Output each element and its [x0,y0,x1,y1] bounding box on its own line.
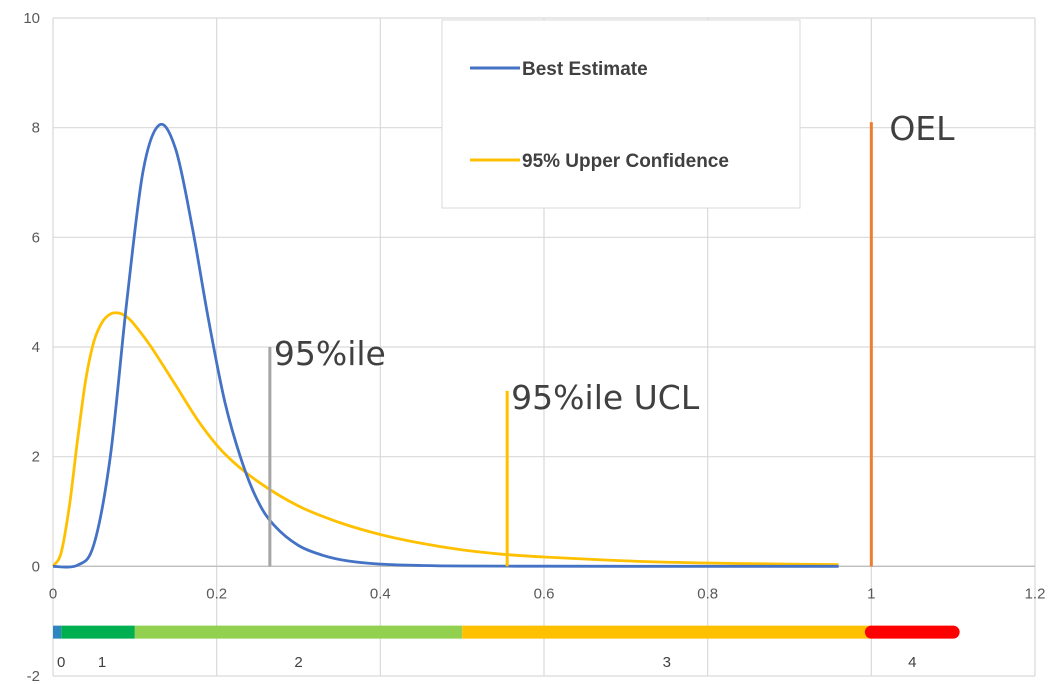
x-tick-label: 0.6 [534,585,555,602]
reference-line-label: OEL [889,109,955,148]
y-tick-label: 10 [23,10,40,27]
legend: Best Estimate 95% Upper Confidence [441,19,801,209]
y-tick-label: 2 [32,449,40,466]
x-tick-label: 1.2 [1025,585,1046,602]
series-line-best-estimate [52,122,839,569]
x-tick-label: 1 [867,585,875,602]
x-tick-label: 0.4 [370,585,391,602]
y-tick-label: 8 [32,120,40,137]
category-band-label: 2 [294,654,302,671]
legend-entry-label: 95% Upper Confidence [522,151,729,172]
x-tick-label: 0.2 [206,585,227,602]
y-tick-label: 4 [32,339,40,356]
reference-lines: 95%ile 95%ile UCL OEL [268,109,955,567]
y-tick-label: 0 [32,558,40,575]
legend-box [441,19,801,209]
reference-line-label: 95%ile UCL [511,378,700,417]
category-band-label: 1 [98,654,106,671]
series-line-upper-confidence [51,311,839,568]
category-band-label: 3 [663,654,671,671]
y-tick-label: -2 [27,668,40,684]
legend-entry-label: Best Estimate [522,59,648,80]
category-band-label: 0 [57,654,65,671]
category-band-label: 4 [908,654,916,671]
x-tick-label: 0 [49,585,57,602]
y-tick-label: 6 [32,229,40,246]
x-tick-label: 0.8 [697,585,718,602]
reference-line-label: 95%ile [274,334,386,373]
category-band: 0 1 2 3 4 [53,625,960,671]
series-lines [51,122,839,569]
